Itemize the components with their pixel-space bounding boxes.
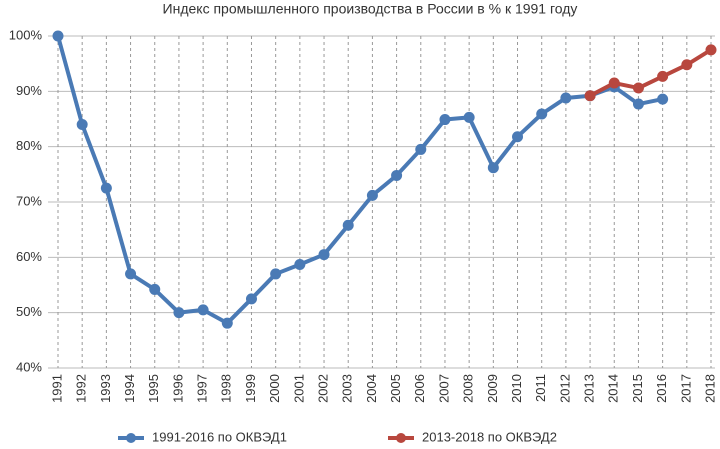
legend-marker <box>126 433 136 443</box>
data-point <box>463 111 475 123</box>
x-tick-label: 2017 <box>678 374 693 403</box>
x-tick-label: 2002 <box>315 374 330 403</box>
data-point <box>245 293 257 305</box>
x-tick-label: 1999 <box>243 374 258 403</box>
data-point <box>681 59 693 71</box>
x-tick-label: 1996 <box>170 374 185 403</box>
data-point <box>149 283 161 295</box>
x-tick-label: 1997 <box>195 374 210 403</box>
data-point <box>342 219 354 231</box>
data-point <box>608 77 620 89</box>
data-point <box>415 143 427 155</box>
chart-title: Индекс промышленного производства в Росс… <box>163 1 578 17</box>
data-point <box>560 92 572 104</box>
data-point <box>487 162 499 174</box>
legend-marker <box>396 433 406 443</box>
x-tick-label: 2007 <box>436 374 451 403</box>
x-tick-label: 2000 <box>267 374 282 403</box>
data-point <box>221 317 233 329</box>
y-tick-label: 70% <box>16 193 42 208</box>
data-point <box>52 30 64 42</box>
series-line <box>56 35 664 326</box>
x-tick-label: 2011 <box>533 374 548 402</box>
legend-label: 1991-2016 по ОКВЭД1 <box>152 429 287 444</box>
data-point <box>270 268 282 280</box>
data-point <box>197 304 209 316</box>
data-point <box>657 93 669 105</box>
legend-label: 2013-2018 по ОКВЭД2 <box>422 429 557 444</box>
x-tick-label: 1995 <box>146 374 161 403</box>
data-point <box>512 131 524 143</box>
y-tick-label: 100% <box>9 27 43 42</box>
data-point <box>705 44 717 56</box>
x-tick-label: 2003 <box>340 374 355 403</box>
x-tick-label: 1998 <box>219 374 234 403</box>
x-tick-label: 2016 <box>654 374 669 403</box>
x-tick-label: 2009 <box>485 374 500 403</box>
x-tick-label: 2004 <box>364 374 379 403</box>
x-tick-label: 2015 <box>630 374 645 403</box>
data-point <box>657 70 669 82</box>
x-tick-label: 2012 <box>557 374 572 403</box>
y-tick-label: 40% <box>16 359 42 374</box>
data-point <box>584 90 596 102</box>
x-tick-label: 2010 <box>509 374 524 403</box>
y-tick-label: 80% <box>16 138 42 153</box>
x-tick-label: 2013 <box>582 374 597 403</box>
data-point <box>125 268 137 280</box>
x-tick-label: 2008 <box>461 374 476 403</box>
data-point <box>76 119 88 131</box>
data-point <box>391 169 403 181</box>
data-point <box>173 307 185 319</box>
y-tick-label: 90% <box>16 83 42 98</box>
data-point <box>294 259 306 271</box>
x-tick-label: 1992 <box>74 374 89 403</box>
x-tick-label: 1991 <box>49 374 64 403</box>
x-tick-label: 2006 <box>412 374 427 403</box>
data-point <box>439 114 451 126</box>
data-point <box>100 182 112 194</box>
data-point <box>632 98 644 110</box>
data-point <box>366 189 378 201</box>
x-tick-label: 1993 <box>98 374 113 403</box>
data-point <box>536 108 548 120</box>
y-tick-label: 60% <box>16 249 42 264</box>
x-tick-label: 2018 <box>702 374 717 403</box>
data-point <box>632 82 644 94</box>
x-tick-label: 1994 <box>122 374 137 403</box>
data-point <box>318 249 330 261</box>
x-tick-label: 2005 <box>388 374 403 403</box>
x-tick-label: 2014 <box>606 374 621 403</box>
y-tick-label: 50% <box>16 304 42 319</box>
x-tick-label: 2001 <box>291 374 306 403</box>
